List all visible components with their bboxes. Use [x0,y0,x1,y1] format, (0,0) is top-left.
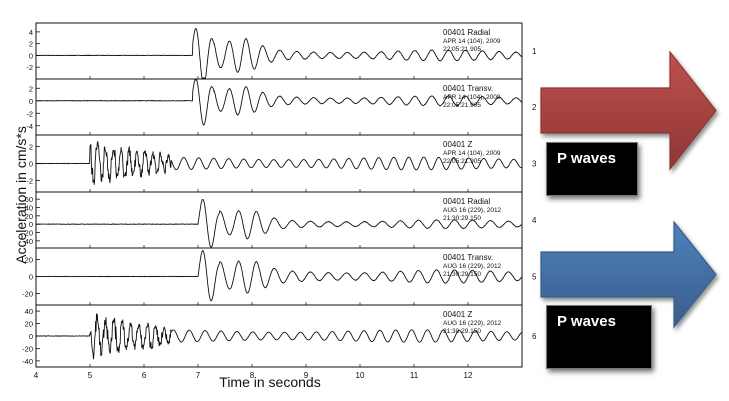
panel-number: 5 [532,273,537,282]
x-tick-label: 9 [304,371,309,380]
x-tick-label: 12 [464,371,473,380]
y-tick-label: 20 [25,256,33,265]
y-tick-label: -2 [26,109,33,118]
series-4-trace [35,199,523,248]
p-waves-label-box-1: P waves [546,142,638,196]
panel-annotation: 00401 Radial [443,28,490,37]
x-axis-title: Time in seconds [219,374,320,390]
y-tick-label: 40 [25,204,33,213]
p-waves-label-box-2: P waves [546,305,652,369]
panel-annotation: APR 14 (104), 2009 [443,150,501,157]
panel-annotation: AUG 16 (229), 2012 [443,320,502,327]
panel-5: 20 0 -20 00401 Transv.AUG 16 (229), 201221:… [22,247,537,306]
panel-annotation: 22:05:21.905 [443,158,481,165]
panel-annotation: 00401 Z [443,310,472,319]
p-waves-label-2: P waves [557,313,616,330]
panel-annotation: 21:30:29.150 [443,271,481,278]
y-tick-label: 0 [29,51,33,60]
callout-arrow-2 [540,220,717,329]
y-tick-label: 40 [25,307,33,316]
panel-annotation: 22:05:21.905 [443,102,481,109]
panel-annotation: APR 14 (104), 2009 [443,38,501,45]
y-tick-label: 4 [29,28,33,37]
panel-2: 2 0 -2 -4 00401 Transv.APR 14 (104), 200922:… [26,78,537,136]
callout-arrow-1 [540,50,717,171]
y-tick-label: 2 [29,143,33,152]
y-tick-label: 20 [25,212,33,221]
p-waves-label-1: P waves [557,150,616,167]
y-tick-label: -20 [22,344,33,353]
y-tick-label: 0 [29,97,33,106]
panel-annotation: 21:30:29.150 [443,328,481,335]
panel-number: 3 [532,160,537,169]
series-1-trace [35,27,523,79]
x-tick-label: 10 [356,371,365,380]
panel-annotation: 22:05:21.905 [443,46,481,53]
series-2-trace [36,79,523,126]
y-tick-label: -40 [22,237,33,246]
series-5-trace [35,250,523,302]
y-tick-label: -40 [22,357,33,366]
panel-number: 4 [532,216,537,225]
panel-annotation: AUG 16 (229), 2012 [443,207,502,214]
x-tick-label: 8 [250,371,255,380]
y-tick-label: 60 [25,195,33,204]
y-tick-label: 0 [29,220,33,229]
series-3-trace [35,141,523,185]
y-tick-label: 0 [29,160,33,169]
panel-annotation: 00401 Radial [443,197,490,206]
panel-number: 1 [532,47,537,56]
y-axis-title: Acceleration in cm/s*s [13,126,29,264]
panel-number: 2 [532,103,537,112]
y-tick-label: 2 [29,84,33,93]
y-tick-label: -4 [26,122,33,131]
y-tick-label: 2 [29,40,33,49]
x-tick-label: 6 [142,371,147,380]
x-tick-label: 11 [410,371,419,380]
x-tick-label: 7 [196,371,201,380]
y-tick-label: -20 [22,229,33,238]
series-6-trace [35,313,523,360]
y-tick-label: -2 [26,177,33,186]
y-tick-label: -2 [26,63,33,72]
panel-annotation: AUG 16 (229), 2012 [443,263,502,270]
x-tick-label: 5 [88,371,93,380]
y-tick-label: 20 [25,320,33,329]
y-tick-label: 0 [29,332,33,341]
y-tick-label: -20 [22,290,33,299]
x-tick-label: 4 [34,371,39,380]
y-tick-label: 0 [29,273,33,282]
panel-annotation: 00401 Transv. [443,253,493,262]
panel-annotation: 00401 Z [443,140,472,149]
panel-annotation: 21:30:29.150 [443,215,481,222]
panel-annotation: APR 14 (104), 2009 [443,94,501,101]
panel-number: 6 [532,332,537,341]
panel-annotation: 00401 Transv. [443,84,493,93]
